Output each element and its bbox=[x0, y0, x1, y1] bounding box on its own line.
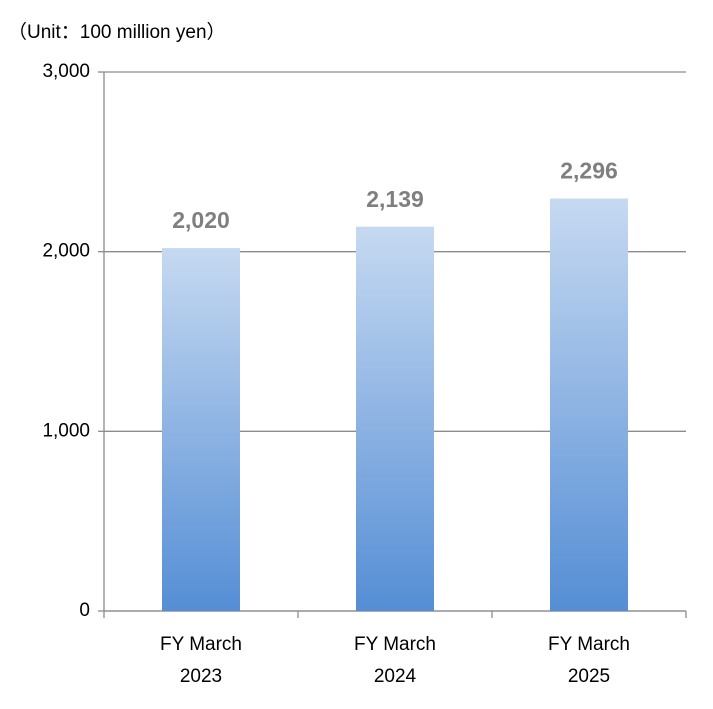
value-label: 2,139 bbox=[366, 186, 424, 212]
unit-label: （Unit：100 million yen） bbox=[8, 21, 226, 43]
x-tick-label: FY March 2024 bbox=[354, 634, 436, 687]
value-label: 2,020 bbox=[172, 207, 230, 233]
x-tick-label: FY March 2023 bbox=[160, 634, 242, 687]
y-tick-label: 0 bbox=[79, 600, 90, 621]
bar bbox=[550, 198, 628, 611]
bar bbox=[356, 226, 434, 611]
y-tick-label: 1,000 bbox=[42, 420, 90, 441]
y-tick-label: 2,000 bbox=[42, 241, 90, 262]
value-label: 2,296 bbox=[560, 158, 618, 184]
bar bbox=[162, 248, 240, 611]
x-tick-label: FY March 2025 bbox=[548, 634, 630, 687]
y-tick-label: 3,000 bbox=[42, 61, 90, 82]
